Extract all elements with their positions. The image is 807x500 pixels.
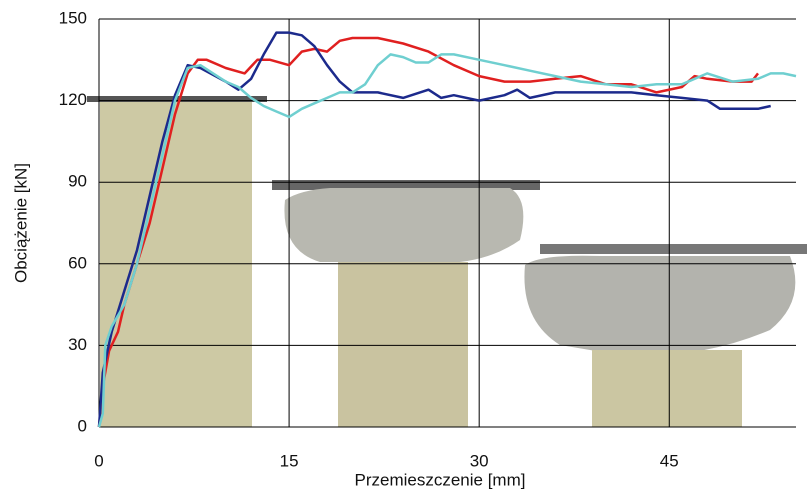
photo-crushed-2	[284, 188, 523, 263]
y-tick-label: 30	[68, 335, 87, 354]
x-tick-label: 45	[660, 451, 679, 470]
photo-sample-2	[338, 262, 468, 427]
photo-crushed-3	[524, 256, 795, 356]
x-tick-label: 0	[94, 451, 103, 470]
photo-plate-3	[540, 244, 807, 254]
y-axis-label: Obciążenie [kN]	[11, 163, 30, 283]
y-tick-label: 120	[59, 90, 87, 109]
chart: Przemieszczenie [mm] Obciążenie [kN] 0 30…	[0, 0, 807, 495]
x-tick-label: 15	[280, 451, 299, 470]
background-photos	[87, 96, 807, 427]
y-tick-label: 90	[68, 172, 87, 191]
x-tick-label: 30	[470, 451, 489, 470]
y-tick-label: 0	[78, 416, 87, 435]
y-tick-label: 150	[59, 8, 87, 27]
x-axis-label: Przemieszczenie [mm]	[355, 470, 526, 489]
photo-sample-3	[592, 350, 742, 427]
y-tick-label: 60	[68, 253, 87, 272]
